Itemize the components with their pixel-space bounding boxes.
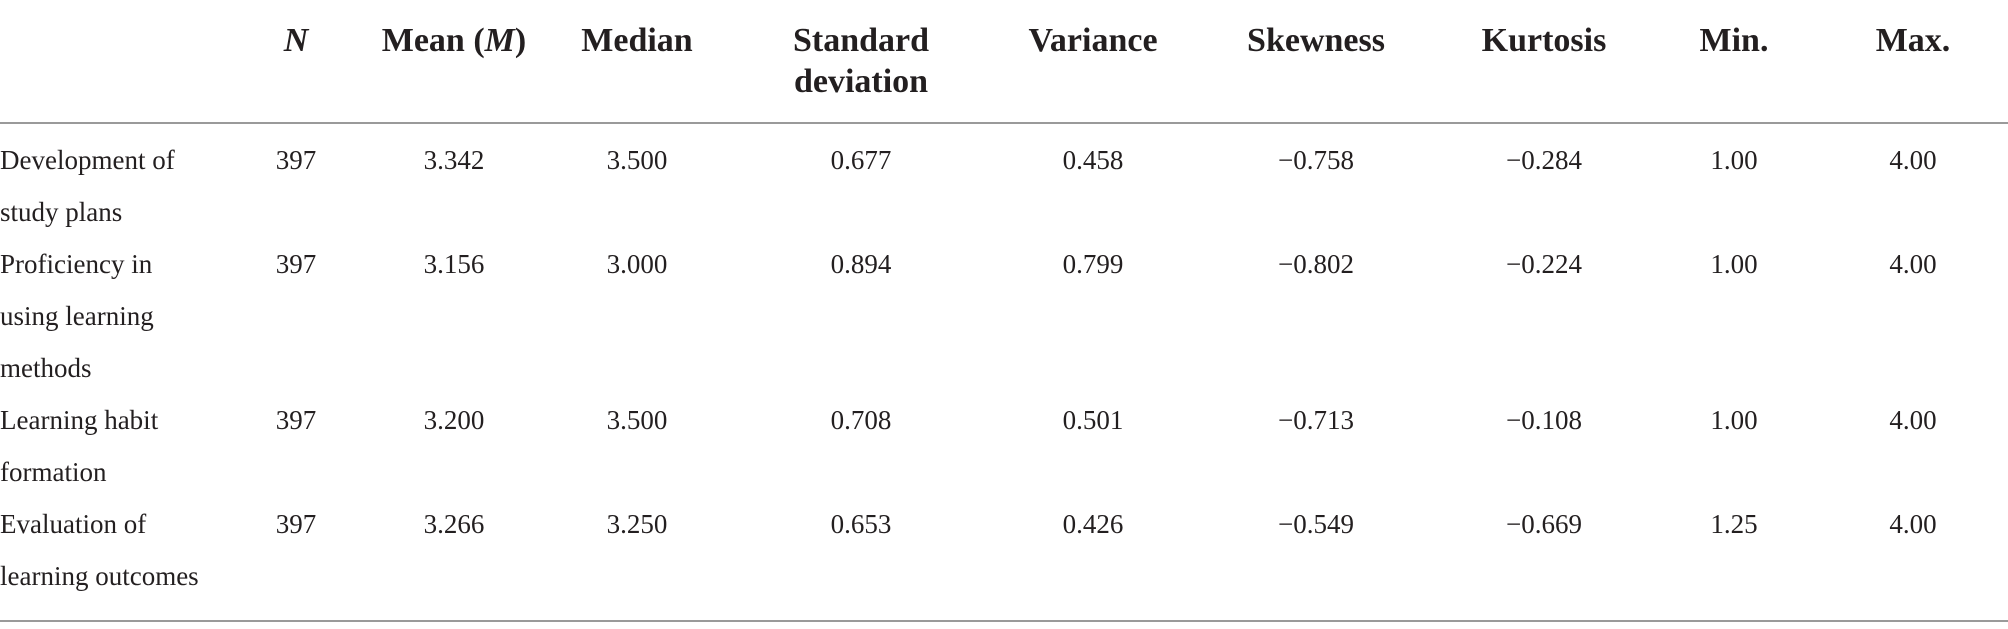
cell-mean: 3.342 xyxy=(423,145,485,175)
table-row: Evaluation of learning outcomes 397 3.266 3.… xyxy=(0,498,2008,622)
cell-sd: 0.677 xyxy=(830,145,892,175)
header-kurtosis: Kurtosis xyxy=(1438,0,1650,124)
header-skewness: Skewness xyxy=(1194,0,1438,124)
cell-n: 397 xyxy=(275,405,317,435)
row-label-line: Evaluation of xyxy=(0,509,147,539)
cell-sd: 0.708 xyxy=(830,405,892,435)
cell-median: 3.250 xyxy=(544,498,730,622)
table-row: Proficiency in using learning methods 397 3.… xyxy=(0,238,2008,394)
cell-median: 3.000 xyxy=(606,249,668,279)
cell-variance: 0.799 xyxy=(1062,249,1124,279)
row-label: Learning habit formation xyxy=(0,394,228,498)
cell-skewness: −0.549 xyxy=(1194,498,1438,622)
cell-max: 4.00 xyxy=(1889,145,1937,175)
cell-skewness: −0.758 xyxy=(1278,145,1354,175)
row-label-line: Development of xyxy=(0,145,175,175)
table-row: Learning habit formation 397 3.200 3.500 0.70… xyxy=(0,394,2008,498)
header-n: N xyxy=(228,0,364,124)
cell-mean: 3.156 xyxy=(423,249,485,279)
row-label-line: Learning habit xyxy=(0,405,159,435)
row-label-line: study plans xyxy=(0,197,123,227)
header-min: Min. xyxy=(1650,0,1818,124)
row-label-line: formation xyxy=(0,457,107,487)
cell-variance: 0.426 xyxy=(992,498,1194,622)
row-label-line: Proficiency in xyxy=(0,249,153,279)
header-max: Max. xyxy=(1818,0,2008,124)
cell-variance: 0.501 xyxy=(1062,405,1124,435)
cell-kurtosis: −0.284 xyxy=(1506,145,1582,175)
table-body: Development of study plans 397 3.342 3.500 0.… xyxy=(0,123,2008,622)
header-label xyxy=(0,0,228,124)
cell-skewness: −0.713 xyxy=(1278,405,1354,435)
cell-min: 1.00 xyxy=(1710,145,1758,175)
cell-mean: 3.266 xyxy=(364,498,544,622)
row-label-line: learning outcomes xyxy=(0,561,199,591)
cell-max: 4.00 xyxy=(1889,249,1937,279)
cell-sd: 0.653 xyxy=(730,498,992,622)
row-label-line: using learning xyxy=(0,301,154,331)
cell-kurtosis: −0.108 xyxy=(1506,405,1582,435)
row-label: Evaluation of learning outcomes xyxy=(0,498,228,622)
cell-min: 1.25 xyxy=(1650,498,1818,622)
cell-mean: 3.200 xyxy=(423,405,485,435)
header-median: Median xyxy=(544,0,730,124)
cell-n: 397 xyxy=(228,498,364,622)
cell-max: 4.00 xyxy=(1818,498,2008,622)
cell-n: 397 xyxy=(275,249,317,279)
cell-sd: 0.894 xyxy=(830,249,892,279)
header-row: N Mean (M) Median Standard deviation Vari… xyxy=(0,0,2008,124)
row-label-line: methods xyxy=(0,353,92,383)
cell-max: 4.00 xyxy=(1889,405,1937,435)
row-label: Development of study plans xyxy=(0,123,228,238)
cell-variance: 0.458 xyxy=(1062,145,1124,175)
header-standard-deviation: Standard deviation xyxy=(730,0,992,124)
row-label: Proficiency in using learning methods xyxy=(0,238,228,394)
table-row: Development of study plans 397 3.342 3.500 0.… xyxy=(0,123,2008,238)
cell-min: 1.00 xyxy=(1710,405,1758,435)
cell-median: 3.500 xyxy=(606,405,668,435)
header-variance: Variance xyxy=(992,0,1194,124)
cell-kurtosis: −0.669 xyxy=(1438,498,1650,622)
header-mean: Mean (M) xyxy=(364,0,544,124)
cell-kurtosis: −0.224 xyxy=(1506,249,1582,279)
cell-min: 1.00 xyxy=(1710,249,1758,279)
cell-n: 397 xyxy=(275,145,317,175)
cell-skewness: −0.802 xyxy=(1278,249,1354,279)
cell-median: 3.500 xyxy=(606,145,668,175)
